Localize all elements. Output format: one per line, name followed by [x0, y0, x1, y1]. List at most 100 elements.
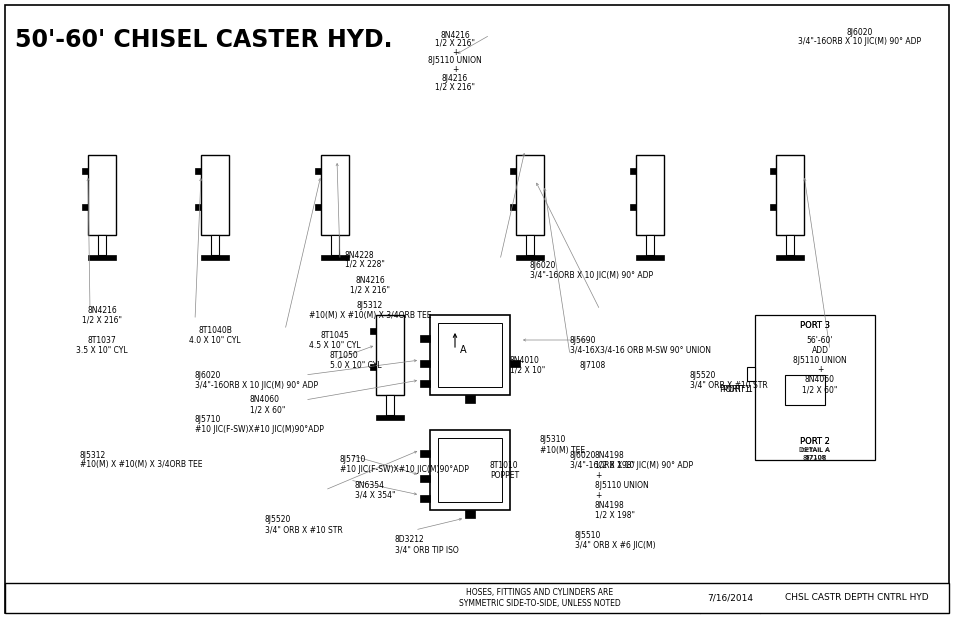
Text: PORT 2: PORT 2	[800, 438, 829, 446]
Bar	[510, 360, 519, 367]
Bar	[629, 168, 636, 174]
Bar	[88, 255, 116, 260]
Text: DETAIL A: DETAIL A	[799, 447, 830, 453]
Bar	[775, 255, 803, 260]
Bar	[754, 315, 874, 460]
Bar	[785, 235, 794, 255]
Text: 8J6020: 8J6020	[530, 261, 556, 269]
Text: 8J7108: 8J7108	[579, 360, 605, 370]
Bar	[430, 315, 510, 395]
Text: 3/4"-16ORB X 10 JIC(M) 90° ADP: 3/4"-16ORB X 10 JIC(M) 90° ADP	[569, 460, 693, 470]
Text: +: +	[452, 64, 457, 74]
Bar	[769, 204, 775, 210]
Bar	[516, 255, 543, 260]
Text: 1/2 X 60": 1/2 X 60"	[801, 386, 837, 394]
Text: 3/4"-16ORB X 10 JIC(M) 90° ADP: 3/4"-16ORB X 10 JIC(M) 90° ADP	[798, 36, 921, 46]
Text: 3/4" ORB X #10 STR: 3/4" ORB X #10 STR	[689, 381, 767, 389]
Text: 8J5710: 8J5710	[194, 415, 221, 425]
Bar	[98, 235, 107, 255]
Text: 3/4"-16ORB X 10 JIC(M) 90° ADP: 3/4"-16ORB X 10 JIC(M) 90° ADP	[530, 271, 653, 279]
Text: 1/2 X 216": 1/2 X 216"	[350, 286, 390, 295]
Bar	[784, 375, 824, 405]
Bar	[516, 155, 543, 235]
Text: 8T1037: 8T1037	[88, 336, 116, 344]
Bar	[464, 395, 475, 403]
Text: 8N4060: 8N4060	[804, 376, 834, 384]
Text: 56'-60': 56'-60'	[806, 336, 832, 344]
Bar	[370, 364, 375, 370]
Text: 8D3212: 8D3212	[395, 536, 424, 544]
Text: 3/4 X 354": 3/4 X 354"	[355, 491, 395, 499]
Text: 8J5312: 8J5312	[80, 451, 106, 460]
Text: 8T1010: 8T1010	[490, 460, 518, 470]
Text: 8N6354: 8N6354	[355, 481, 385, 489]
Text: A: A	[459, 345, 466, 355]
Text: +: +	[452, 48, 457, 56]
Bar	[775, 155, 803, 235]
Text: 8N4198: 8N4198	[595, 501, 624, 509]
Text: 8N4216: 8N4216	[87, 305, 117, 315]
Bar	[636, 255, 663, 260]
Bar	[419, 495, 430, 502]
Bar	[629, 204, 636, 210]
Text: 3/4" ORB X #10 STR: 3/4" ORB X #10 STR	[265, 525, 342, 535]
Text: 8J5710: 8J5710	[339, 455, 366, 465]
Bar	[331, 235, 339, 255]
Bar	[525, 235, 534, 255]
Bar	[5, 583, 948, 613]
Bar	[419, 360, 430, 367]
Text: 8J5110 UNION: 8J5110 UNION	[428, 56, 481, 64]
Text: PORT 3: PORT 3	[800, 321, 829, 329]
Text: 50'-60' CHISEL CASTER HYD.: 50'-60' CHISEL CASTER HYD.	[15, 28, 392, 52]
Bar	[82, 204, 88, 210]
Bar	[375, 415, 403, 420]
Text: 3.5 X 10" CYL: 3.5 X 10" CYL	[76, 345, 128, 355]
Text: 1/2 X 228": 1/2 X 228"	[345, 260, 384, 268]
Text: 4.0 X 10" CYL: 4.0 X 10" CYL	[189, 336, 240, 344]
Bar	[320, 155, 349, 235]
Bar	[314, 204, 320, 210]
Bar	[419, 450, 430, 457]
Bar	[375, 315, 403, 395]
Text: POPPET: POPPET	[490, 470, 518, 480]
Bar	[211, 235, 219, 255]
Text: #10 JIC(F-SW)X#10 JIC(M)90°ADP: #10 JIC(F-SW)X#10 JIC(M)90°ADP	[194, 426, 323, 434]
Bar	[769, 168, 775, 174]
Text: #10(M) X #10(M) X 3/4ORB TEE: #10(M) X #10(M) X 3/4ORB TEE	[80, 460, 202, 470]
Text: ADD: ADD	[811, 345, 827, 355]
Bar	[201, 255, 229, 260]
Text: 3/4-16X3/4-16 ORB M-SW 90° UNION: 3/4-16X3/4-16 ORB M-SW 90° UNION	[569, 345, 710, 355]
Text: 8T1050: 8T1050	[330, 350, 358, 360]
Text: 3/4" ORB TIP ISO: 3/4" ORB TIP ISO	[395, 546, 458, 554]
Text: 8J4216: 8J4216	[441, 74, 468, 82]
Bar	[636, 155, 663, 235]
Text: 8N4198: 8N4198	[595, 451, 624, 460]
Bar	[386, 395, 394, 415]
Text: +: +	[595, 491, 600, 499]
Bar	[419, 475, 430, 482]
Text: 8J5310: 8J5310	[539, 436, 566, 444]
Text: DETAIL A: DETAIL A	[801, 447, 828, 452]
Text: 8J5110 UNION: 8J5110 UNION	[792, 355, 846, 365]
Text: CHSL CASTR DEPTH CNTRL HYD: CHSL CASTR DEPTH CNTRL HYD	[784, 593, 928, 603]
Bar	[437, 323, 501, 387]
Text: 3/4"-16ORB X 10 JIC(M) 90° ADP: 3/4"-16ORB X 10 JIC(M) 90° ADP	[194, 381, 317, 389]
Text: #10(M) TEE: #10(M) TEE	[539, 446, 584, 454]
Text: 1/2 X 10": 1/2 X 10"	[510, 365, 545, 375]
Bar	[430, 430, 510, 510]
Text: 8J7108: 8J7108	[801, 455, 826, 461]
Text: 1/2 X 198": 1/2 X 198"	[595, 460, 635, 470]
Text: 8J5510: 8J5510	[575, 530, 600, 540]
Text: 7/16/2014: 7/16/2014	[706, 593, 752, 603]
Text: 8J6020: 8J6020	[846, 27, 872, 36]
Text: 8N4010: 8N4010	[510, 355, 539, 365]
Text: +: +	[595, 470, 600, 480]
Text: #10 JIC(F-SW)X#10 JIC(M)90°ADP: #10 JIC(F-SW)X#10 JIC(M)90°ADP	[339, 465, 468, 475]
Text: +: +	[816, 365, 822, 375]
Text: 8N4228: 8N4228	[345, 250, 375, 260]
Text: 8J7108: 8J7108	[803, 455, 825, 460]
Bar	[645, 235, 654, 255]
Text: PORT 3: PORT 3	[800, 321, 829, 329]
Bar	[419, 335, 430, 342]
Text: 8T1045: 8T1045	[320, 331, 349, 339]
